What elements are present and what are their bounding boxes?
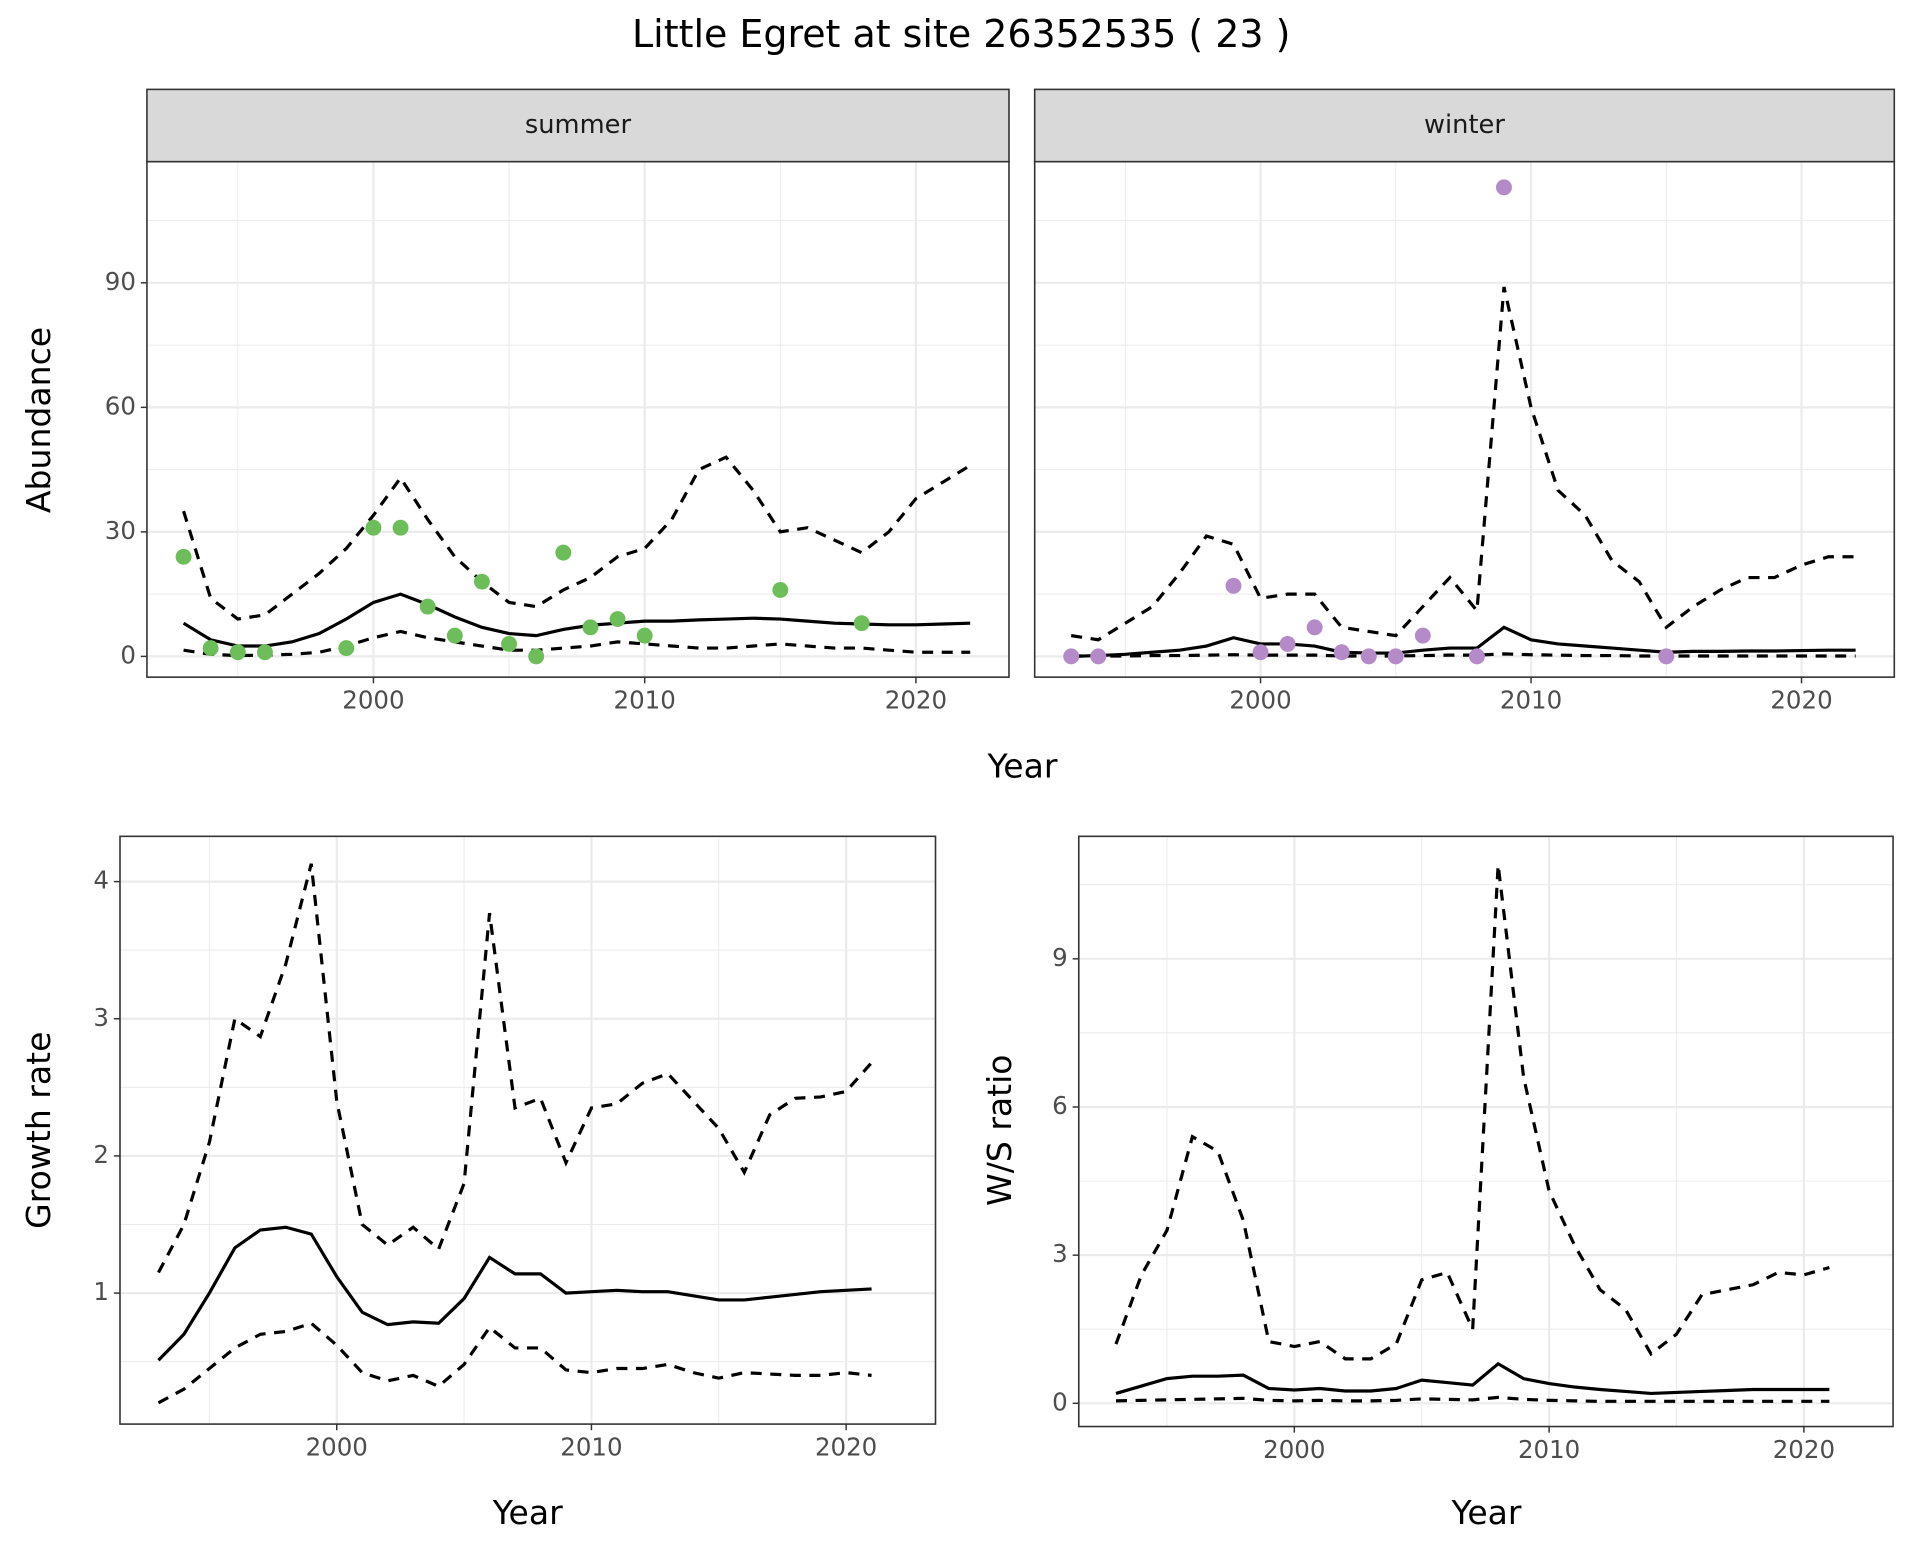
trend-line bbox=[1071, 625, 1856, 658]
x-tick-label: 2010 bbox=[1500, 686, 1562, 715]
x-axis-label: Year bbox=[986, 746, 1057, 785]
data-point bbox=[338, 640, 355, 657]
data-point bbox=[256, 644, 273, 661]
y-tick-label: 0 bbox=[120, 640, 136, 669]
figure-title: Little Egret at site 26352535 ( 23 ) bbox=[632, 12, 1290, 56]
data-point bbox=[202, 640, 219, 657]
data-point bbox=[1306, 619, 1323, 636]
y-tick-label: 30 bbox=[105, 516, 136, 545]
trend-line bbox=[182, 592, 971, 648]
panel-background bbox=[1078, 836, 1894, 1427]
y-tick-label: 3 bbox=[1052, 1239, 1068, 1268]
data-point bbox=[1279, 635, 1296, 652]
data-point bbox=[1658, 648, 1675, 665]
x-axis-label: Year bbox=[492, 1493, 563, 1532]
y-tick-label: 4 bbox=[93, 866, 109, 895]
y-tick-label: 60 bbox=[105, 391, 136, 420]
data-point bbox=[1333, 644, 1350, 661]
data-point bbox=[229, 644, 246, 661]
data-point bbox=[853, 615, 870, 632]
data-point bbox=[501, 635, 518, 652]
panel-background bbox=[146, 161, 1009, 678]
interval-line bbox=[183, 629, 971, 658]
y-tick-label: 3 bbox=[93, 1003, 109, 1032]
y-tick-label: 6 bbox=[1052, 1091, 1068, 1120]
interval-line bbox=[1115, 1395, 1830, 1403]
interval-line bbox=[1071, 652, 1856, 658]
x-axis-label: Year bbox=[1451, 1493, 1522, 1532]
data-point bbox=[772, 582, 789, 598]
trend-line bbox=[157, 1225, 872, 1362]
interval-line bbox=[157, 1321, 872, 1405]
panel-border bbox=[119, 835, 937, 1425]
y-tick-label: 1 bbox=[93, 1277, 109, 1306]
trend-line bbox=[1115, 1361, 1830, 1396]
data-point bbox=[582, 619, 599, 636]
x-tick-label: 2000 bbox=[1229, 686, 1291, 715]
x-tick-label: 2000 bbox=[306, 1433, 368, 1462]
x-tick-label: 2010 bbox=[1518, 1435, 1580, 1464]
data-point bbox=[419, 598, 436, 615]
y-tick-label: 0 bbox=[1052, 1387, 1068, 1416]
data-point bbox=[528, 648, 545, 665]
strip bbox=[1033, 88, 1896, 163]
x-tick-label: 2010 bbox=[560, 1433, 622, 1462]
y-axis-label: Growth rate bbox=[19, 1032, 58, 1229]
data-point bbox=[1063, 648, 1080, 665]
data-point bbox=[1360, 648, 1377, 665]
data-point bbox=[1496, 179, 1512, 196]
y-tick-label: 90 bbox=[105, 267, 136, 296]
interval-line bbox=[182, 455, 972, 621]
y-axis-label: Abundance bbox=[19, 327, 58, 513]
x-tick-label: 2000 bbox=[342, 686, 404, 715]
strip-label: summer bbox=[525, 110, 632, 140]
data-point bbox=[555, 544, 572, 561]
interval-line bbox=[157, 863, 873, 1274]
data-point bbox=[1387, 648, 1404, 665]
x-tick-label: 2020 bbox=[1773, 1435, 1835, 1464]
x-tick-label: 2020 bbox=[885, 686, 947, 715]
strip bbox=[146, 88, 1010, 163]
data-point bbox=[1468, 648, 1485, 665]
strip-label: winter bbox=[1424, 110, 1505, 140]
x-tick-label: 2000 bbox=[1263, 1435, 1325, 1464]
data-point bbox=[446, 627, 463, 644]
interval-line bbox=[1114, 864, 1830, 1361]
data-point bbox=[1090, 648, 1107, 665]
data-point bbox=[365, 519, 382, 536]
data-point bbox=[473, 573, 490, 590]
panel-background bbox=[120, 836, 936, 1425]
y-axis-label: W/S ratio bbox=[980, 1054, 1019, 1206]
data-point bbox=[1225, 577, 1242, 594]
data-point bbox=[392, 519, 409, 536]
data-point bbox=[1252, 644, 1269, 661]
data-point bbox=[636, 627, 653, 644]
x-tick-label: 2020 bbox=[815, 1433, 877, 1462]
data-point bbox=[175, 548, 192, 565]
x-tick-label: 2010 bbox=[614, 686, 676, 715]
panel-border bbox=[1077, 835, 1894, 1428]
data-point bbox=[1414, 627, 1431, 644]
y-tick-label: 2 bbox=[93, 1140, 109, 1169]
panel-background bbox=[1034, 161, 1895, 678]
data-point bbox=[609, 611, 626, 627]
y-tick-label: 9 bbox=[1052, 943, 1068, 972]
x-tick-label: 2020 bbox=[1770, 686, 1832, 715]
